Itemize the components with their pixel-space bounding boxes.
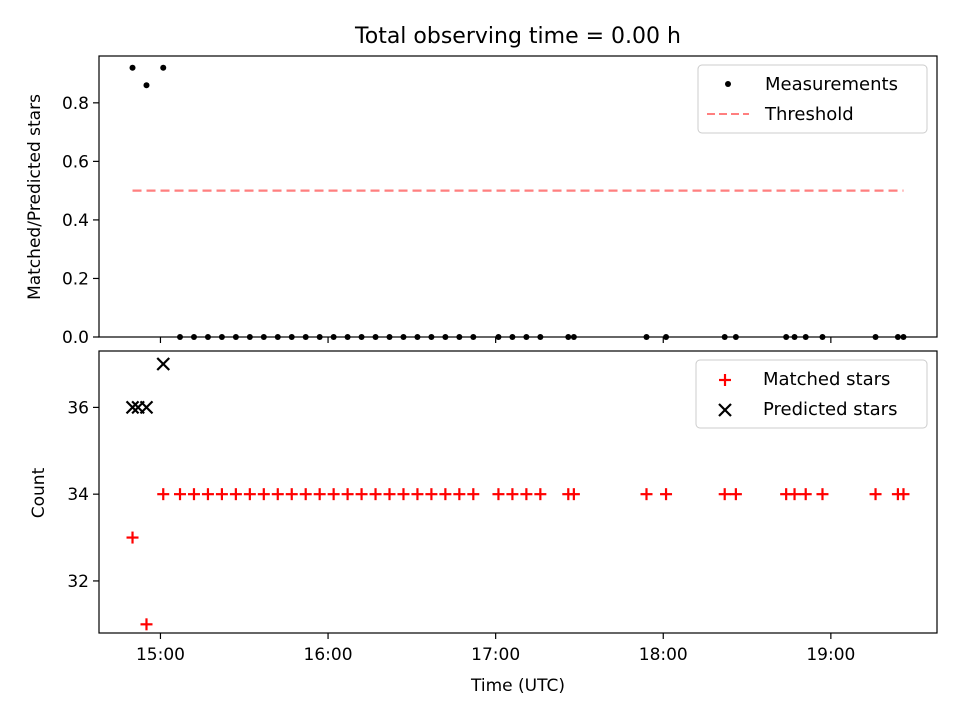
- matched-stars-point: [285, 488, 298, 501]
- matched-stars-point: [369, 488, 382, 501]
- top-axes-frame: [98, 55, 938, 338]
- matched-stars-point: [660, 488, 673, 501]
- predicted-stars-point: [125, 400, 140, 415]
- matched-stars-point: [174, 488, 187, 501]
- matched-stars-point: [327, 488, 340, 501]
- matched-stars-point: [299, 488, 312, 501]
- y-tick-label: 34: [67, 485, 89, 505]
- matched-stars-point: [313, 488, 326, 501]
- y-tick-label: 0.8: [62, 94, 89, 114]
- predicted-stars-point: [139, 400, 154, 415]
- bottom-plot-area: [125, 357, 910, 631]
- matched-stars-point: [520, 488, 533, 501]
- matched-stars-point: [397, 488, 410, 501]
- matched-stars-point: [492, 488, 505, 501]
- top-y-ticks: 0.0 0.2 0.4 0.6 0.8: [62, 94, 99, 348]
- matched-stars-point: [869, 488, 882, 501]
- matched-stars-point: [897, 488, 910, 501]
- matched-stars-point: [506, 488, 519, 501]
- y-tick-label: 0.4: [62, 211, 89, 231]
- matched-stars-point: [439, 488, 452, 501]
- measurements-point: [143, 82, 150, 89]
- y-tick-label: 0.2: [62, 269, 89, 289]
- bottom-legend: Matched stars Predicted stars: [695, 359, 928, 429]
- legend-predicted-label: Predicted stars: [763, 399, 897, 420]
- matched-stars-point: [140, 618, 153, 631]
- top-legend: Measurements Threshold: [697, 64, 928, 134]
- y-tick-label: 32: [67, 572, 89, 592]
- top-panel: Total observing time = 0.00 h 0.00.20.40…: [25, 24, 938, 348]
- legend-matched-label: Matched stars: [763, 369, 890, 390]
- matched-stars-point: [425, 488, 438, 501]
- measurements-point: [160, 64, 167, 71]
- legend-predicted-marker: [718, 403, 732, 417]
- x-axis-label: Time (UTC): [470, 676, 565, 696]
- matched-stars-point: [126, 531, 139, 544]
- matched-stars-point: [229, 488, 242, 501]
- y-tick-label: 0.6: [62, 152, 89, 172]
- matched-stars-point: [788, 488, 801, 501]
- x-tick-label: 19:00: [806, 645, 855, 665]
- matched-stars-point: [187, 488, 200, 501]
- matched-stars-point: [799, 488, 812, 501]
- bottom-axes-frame: [98, 350, 938, 634]
- matched-stars-point: [718, 488, 731, 501]
- matched-stars-point: [467, 488, 480, 501]
- measurements-point: [129, 64, 136, 71]
- x-tick-label: 17:00: [471, 645, 520, 665]
- matched-stars-point: [411, 488, 424, 501]
- bottom-x-ticks: 15:00 16:00 17:00 18:00 19:00: [136, 633, 855, 665]
- legend-measurements-marker: [725, 81, 731, 87]
- matched-stars-point: [534, 488, 547, 501]
- bottom-legend-box: [695, 359, 928, 429]
- x-tick-label: 16:00: [304, 645, 353, 665]
- top-legend-box: [697, 64, 928, 134]
- matched-stars-point: [729, 488, 742, 501]
- matched-stars-point: [341, 488, 354, 501]
- matched-stars-point: [640, 488, 653, 501]
- matched-stars-point: [201, 488, 214, 501]
- y-tick-label: 36: [67, 398, 89, 418]
- matched-stars-point: [243, 488, 256, 501]
- legend-matched-marker: [719, 374, 731, 386]
- legend-threshold-label: Threshold: [764, 104, 854, 125]
- matched-stars-point: [816, 488, 829, 501]
- matched-stars-point: [157, 488, 170, 501]
- bottom-panel: 32 34 36 15:00 16:00 17:00 18:00 19:00 Count T…: [29, 350, 938, 696]
- matched-stars-point: [257, 488, 270, 501]
- top-y-axis-label: Matched/Predicted stars: [25, 94, 45, 300]
- legend-measurements-label: Measurements: [765, 74, 898, 95]
- matched-stars-point: [355, 488, 368, 501]
- matched-stars-point: [215, 488, 228, 501]
- y-tick-label: 0.0: [62, 328, 89, 348]
- predicted-stars-point: [156, 357, 171, 371]
- bottom-y-ticks: 32 34 36: [67, 398, 99, 592]
- matched-stars-point: [383, 488, 396, 501]
- x-tick-label: 18:00: [639, 645, 688, 665]
- matched-stars-point: [271, 488, 284, 501]
- matched-stars-point: [567, 488, 580, 501]
- x-tick-label: 15:00: [136, 645, 185, 665]
- matched-stars-point: [453, 488, 466, 501]
- top-chart-title: Total observing time = 0.00 h: [354, 24, 681, 49]
- bottom-y-axis-label: Count: [29, 467, 49, 518]
